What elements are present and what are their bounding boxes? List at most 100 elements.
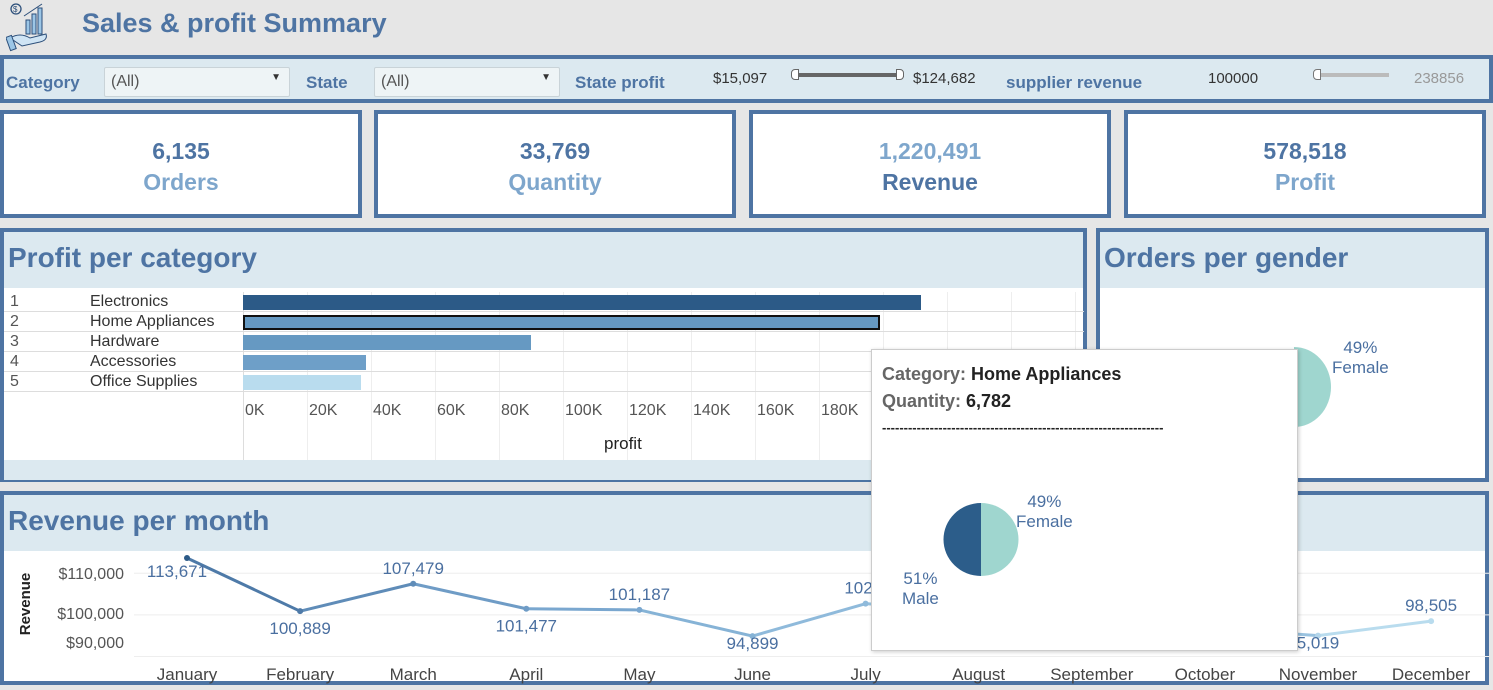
state-profit-min: $15,097 (713, 70, 768, 87)
data-label: 94,899 (727, 634, 779, 653)
x-tick: August (952, 665, 1005, 684)
bar-accessories[interactable] (243, 355, 367, 370)
line-segment (639, 608, 753, 638)
data-point[interactable] (297, 608, 304, 615)
kpi-value: 1,220,491 (878, 138, 982, 164)
state-filter-label: State (306, 73, 348, 92)
data-label: 113,671 (147, 562, 207, 581)
tooltip-female-label: 49% Female (1016, 492, 1073, 531)
data-label: 101,187 (609, 585, 670, 604)
x-tick: June (734, 665, 771, 684)
data-point[interactable] (1315, 632, 1321, 639)
filter-bar: Category (All) ▼ State (All) ▼ State profi… (0, 55, 1493, 103)
kpi-value: 578,518 (1263, 138, 1347, 164)
tooltip-gender-pie (943, 503, 1019, 576)
bar-hardware[interactable] (243, 335, 531, 350)
table-row[interactable]: 4 Accessories (4, 352, 1084, 372)
chevron-down-icon: ▼ (541, 72, 551, 83)
kpi-value: 6,135 (152, 138, 210, 164)
rank: 1 (10, 293, 19, 310)
grid-line (819, 292, 820, 462)
supplier-revenue-slider[interactable] (1316, 73, 1389, 77)
kpi-label: Orders (143, 169, 219, 195)
line-segment (1317, 619, 1432, 638)
pie-slice-female[interactable] (1294, 347, 1331, 427)
kpi-label: Profit (1274, 169, 1336, 195)
hand-money-chart-icon: $ (6, 3, 47, 52)
supplier-revenue-handle[interactable] (1313, 69, 1321, 80)
category-label: Accessories (90, 353, 177, 370)
x-tick: 80K (501, 402, 530, 419)
y-tick: $110,000 (58, 566, 124, 583)
kpi-profit: 578,518 Profit (1124, 110, 1486, 218)
rank: 4 (10, 353, 19, 370)
x-tick: April (509, 665, 543, 684)
tooltip-divider: ----------------------------------------… (882, 420, 1164, 435)
x-tick: 100K (565, 402, 603, 419)
x-tick: 60K (437, 402, 466, 419)
grid-line (371, 292, 372, 462)
panel-title: Orders per gender (1100, 232, 1485, 288)
y-tick: $90,000 (66, 635, 124, 652)
line-segment (299, 582, 414, 613)
category-dropdown-value: (All) (111, 73, 140, 90)
female-label: 49% Female (1332, 338, 1389, 377)
x-tick: October (1175, 665, 1236, 684)
data-point[interactable] (410, 580, 417, 587)
line-segment (412, 582, 527, 611)
category-label: Hardware (90, 333, 160, 350)
state-dropdown[interactable]: (All) ▼ (374, 67, 560, 97)
grid-line (627, 292, 628, 462)
state-profit-label: State profit (575, 73, 665, 92)
x-tick: March (390, 665, 437, 684)
bar-electronics[interactable] (243, 295, 922, 310)
x-tick: 180K (821, 402, 859, 419)
state-profit-max: $124,682 (913, 70, 976, 87)
table-row[interactable]: 1 Electronics (4, 292, 1084, 312)
x-tick: 140K (693, 402, 731, 419)
category-dropdown[interactable]: (All) ▼ (104, 67, 290, 97)
data-point[interactable] (862, 600, 869, 607)
pie-slice-female[interactable] (981, 503, 1019, 576)
x-tick: February (266, 665, 335, 684)
table-row[interactable]: 5 Office Supplies (4, 372, 1084, 392)
kpi-quantity: 33,769 Quantity (374, 110, 736, 218)
supplier-revenue-label: supplier revenue (1006, 73, 1143, 92)
data-point[interactable] (636, 606, 643, 613)
category-label: Home Appliances (90, 313, 215, 330)
x-tick: 120K (629, 402, 667, 419)
tooltip: Category: Home Appliances Quantity: 6,78… (871, 349, 1298, 651)
tooltip-quantity: Quantity: 6,782 (882, 391, 1012, 411)
x-tick: January (157, 665, 218, 684)
x-axis-label: profit (604, 434, 642, 453)
data-point[interactable] (1428, 618, 1435, 625)
state-profit-min-handle[interactable] (791, 69, 799, 80)
table-row[interactable]: 3 Hardware (4, 332, 1084, 352)
tooltip-category: Category: Home Appliances (882, 364, 1122, 384)
line-segment (526, 607, 640, 612)
data-point[interactable] (184, 555, 190, 561)
state-profit-max-handle[interactable] (896, 69, 904, 80)
data-label: 107,479 (382, 559, 443, 578)
tooltip-male-label: 51% Male (902, 569, 939, 608)
data-point[interactable] (749, 633, 756, 640)
line-segment (752, 602, 867, 638)
rank: 3 (10, 333, 19, 350)
kpi-orders: 6,135 Orders (0, 110, 362, 218)
grid-line (435, 292, 436, 462)
chevron-down-icon: ▼ (271, 72, 281, 83)
bar-office-supplies[interactable] (243, 375, 362, 390)
page-title: Sales & profit Summary (82, 8, 387, 38)
supplier-revenue-max: 238856 (1414, 70, 1465, 87)
data-label: 5,019 (1297, 634, 1340, 653)
table-row[interactable]: 2 Home Appliances (4, 312, 1084, 332)
data-point[interactable] (523, 605, 530, 612)
data-label: 100,889 (269, 619, 330, 638)
category-filter-label: Category (6, 73, 80, 92)
bar-home-appliances[interactable] (243, 315, 880, 330)
x-tick: 20K (309, 402, 338, 419)
y-tick: $100,000 (57, 606, 124, 623)
state-profit-slider[interactable] (796, 73, 904, 77)
pie-slice-male[interactable] (943, 503, 981, 576)
x-tick: 0K (245, 402, 265, 419)
